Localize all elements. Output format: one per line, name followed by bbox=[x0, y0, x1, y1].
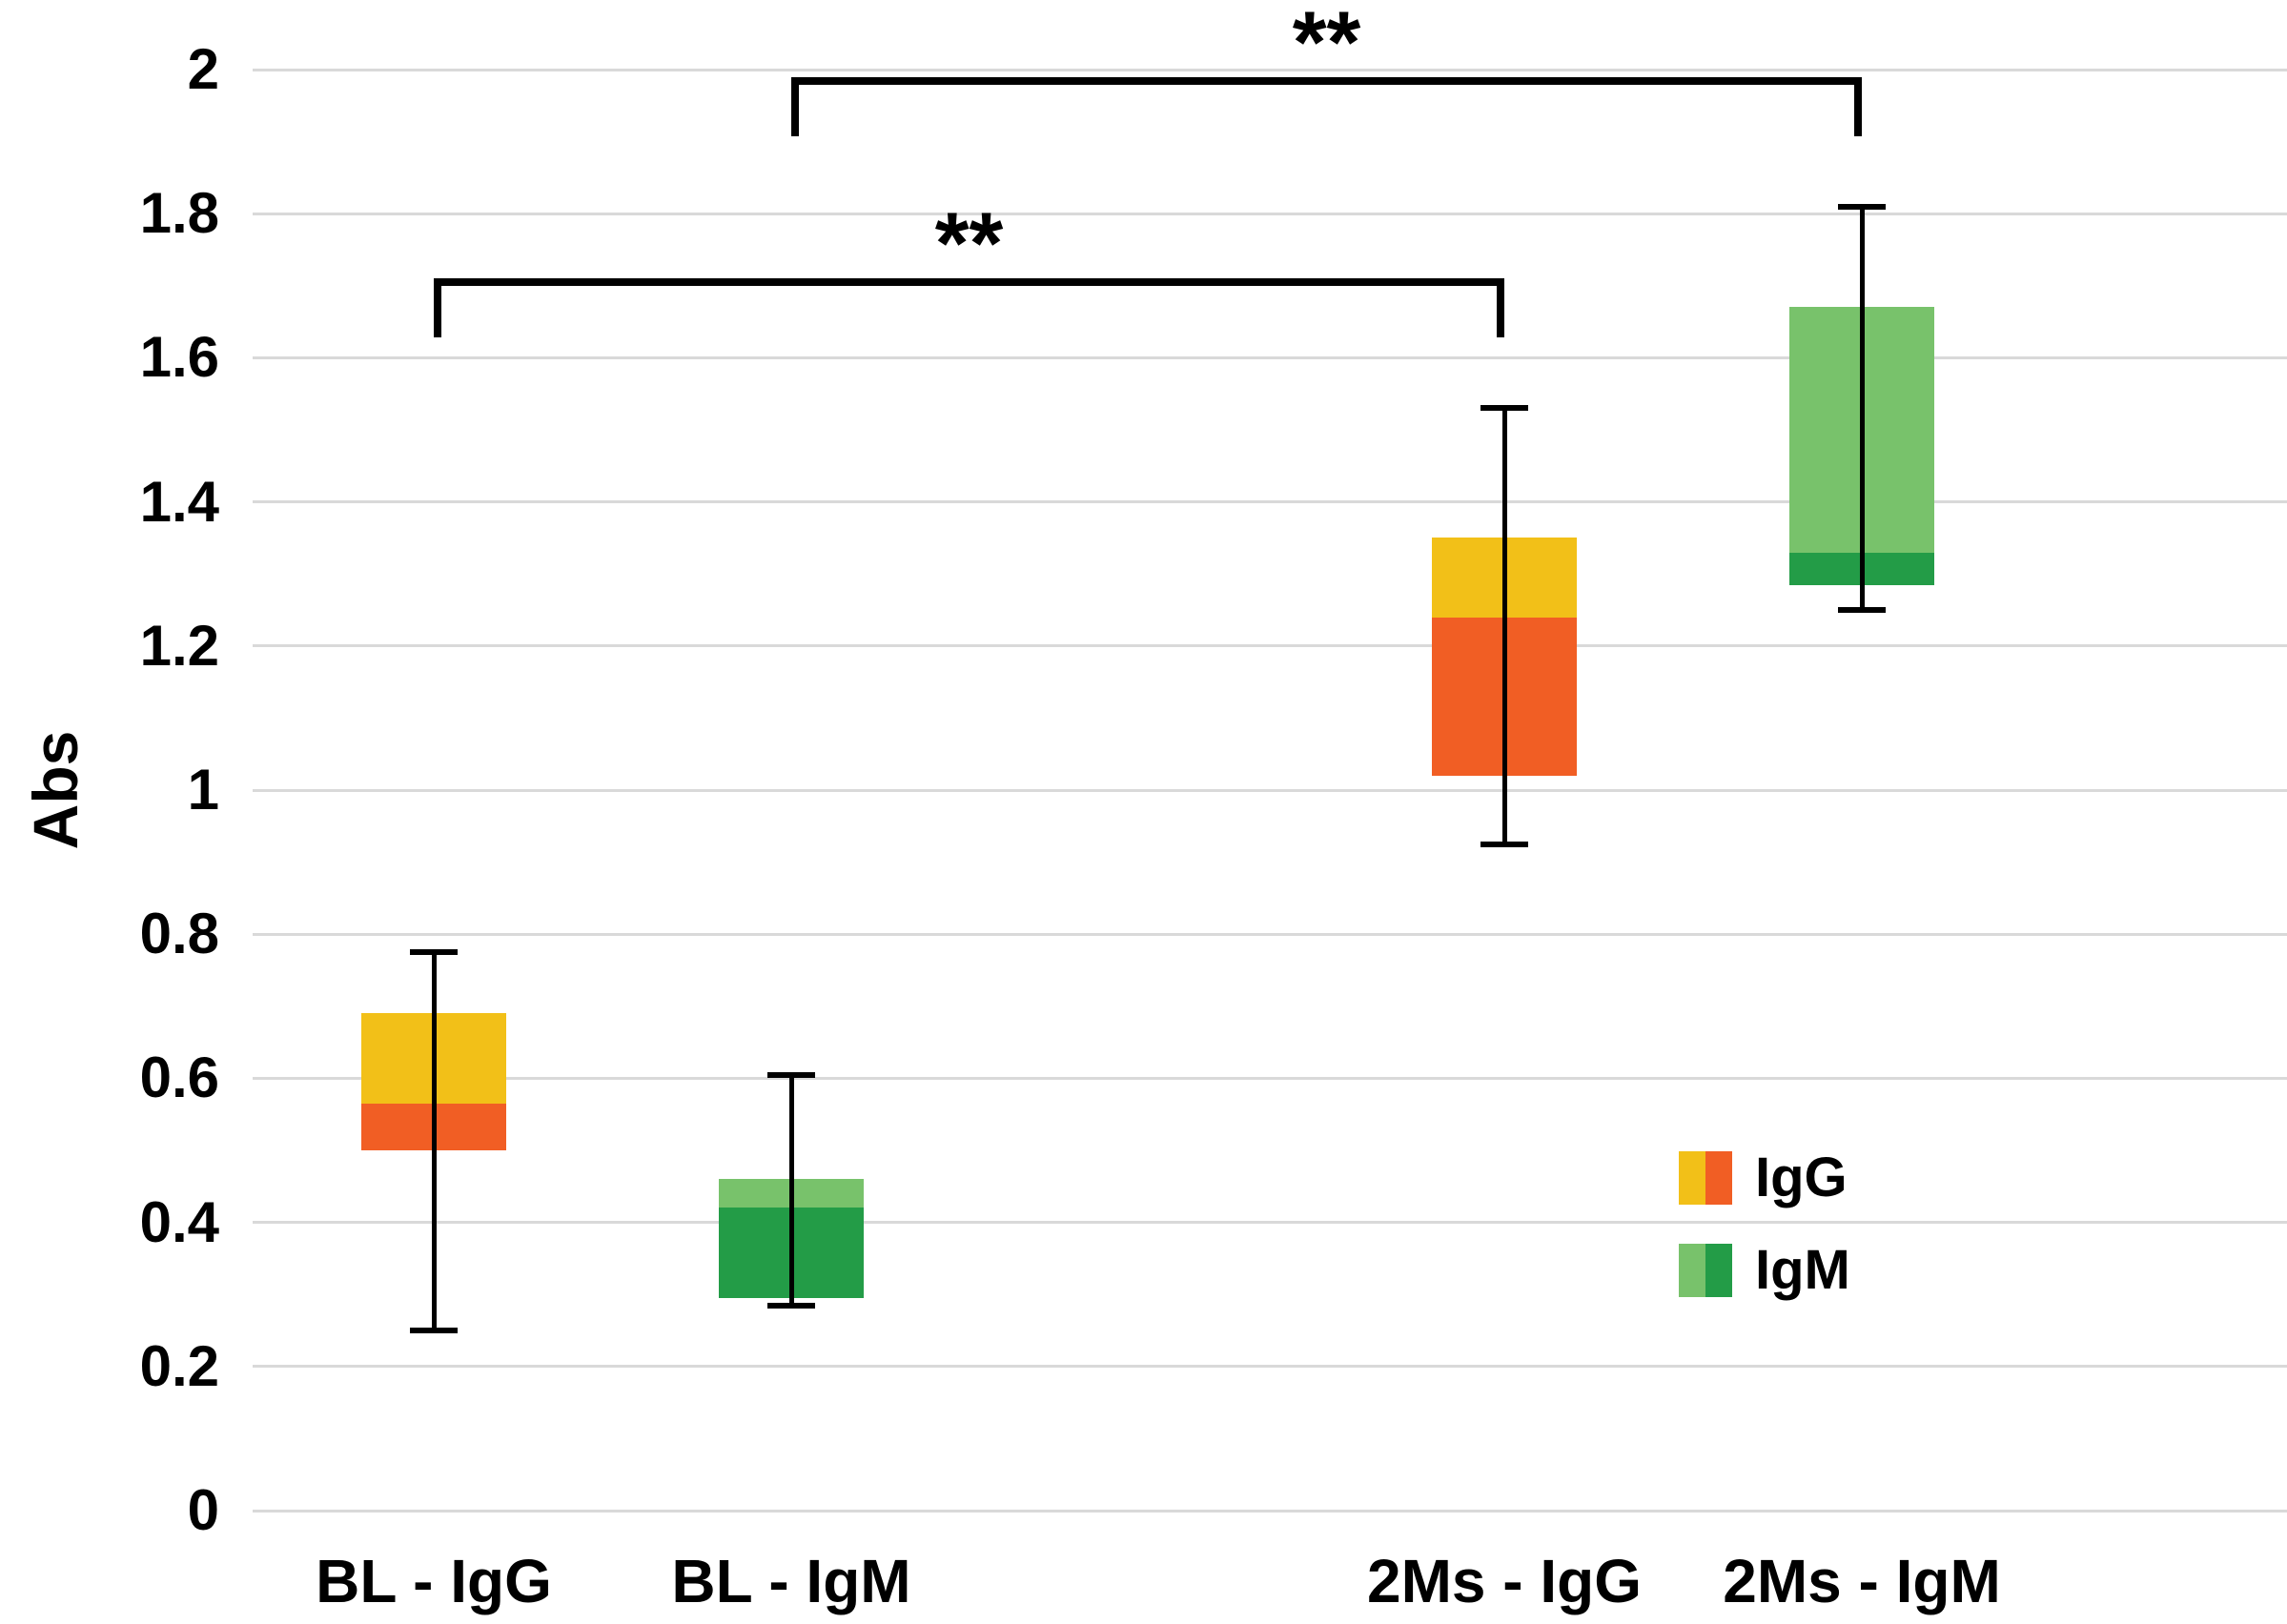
whisker-cap-bottom bbox=[1838, 607, 1886, 613]
gridline-0.6 bbox=[253, 1076, 2287, 1080]
whisker-line bbox=[788, 1074, 794, 1306]
whisker-cap-bottom bbox=[1480, 841, 1528, 847]
legend-item-igm: IgM bbox=[1679, 1239, 1850, 1301]
gridline-0.2 bbox=[253, 1365, 2287, 1369]
significance-bracket-tick-left bbox=[434, 278, 441, 338]
y-tick-label-2: 2 bbox=[187, 37, 219, 101]
legend-item-igg: IgG bbox=[1679, 1147, 1850, 1208]
significance-bracket-tick-right bbox=[1497, 278, 1504, 338]
gridline-1.8 bbox=[253, 212, 2287, 215]
igg-swatch-yellow-half bbox=[1679, 1151, 1705, 1205]
gridline-0.4 bbox=[253, 1221, 2287, 1225]
igm-color-swatch bbox=[1679, 1244, 1732, 1297]
y-tick-label-0.8: 0.8 bbox=[139, 902, 219, 966]
y-tick-label-0.2: 0.2 bbox=[139, 1333, 219, 1398]
y-tick-label-1.2: 1.2 bbox=[139, 613, 219, 678]
legend-label-igm: IgM bbox=[1755, 1239, 1850, 1301]
y-tick-label-0.4: 0.4 bbox=[139, 1189, 219, 1254]
gridline-2 bbox=[253, 68, 2287, 71]
gridline-0.8 bbox=[253, 932, 2287, 936]
legend: IgG IgM bbox=[1679, 1147, 1850, 1336]
significance-bracket-line bbox=[434, 278, 1504, 287]
x-category-label: BL - IgG bbox=[316, 1547, 552, 1615]
igm-swatch-dark-green-half bbox=[1705, 1244, 1732, 1297]
gridline-1 bbox=[253, 788, 2287, 792]
x-category-label: 2Ms - IgG bbox=[1366, 1547, 1643, 1615]
gridline-0 bbox=[253, 1509, 2287, 1512]
y-tick-label-0: 0 bbox=[187, 1478, 219, 1542]
whisker-cap-top bbox=[410, 949, 458, 956]
y-tick-label-1.8: 1.8 bbox=[139, 181, 219, 246]
significance-bracket-line bbox=[791, 76, 1862, 85]
whisker-line bbox=[1501, 408, 1507, 844]
whisker-line bbox=[431, 952, 437, 1330]
significance-label: ** bbox=[934, 195, 1004, 294]
y-tick-label-1.6: 1.6 bbox=[139, 325, 219, 390]
igm-swatch-light-green-half bbox=[1679, 1244, 1705, 1297]
x-category-label: BL - IgM bbox=[671, 1547, 911, 1615]
whisker-line bbox=[1859, 206, 1865, 610]
y-tick-label-1.4: 1.4 bbox=[139, 469, 219, 534]
igg-swatch-orange-half bbox=[1705, 1151, 1732, 1205]
y-tick-label-0.6: 0.6 bbox=[139, 1045, 219, 1110]
significance-bracket-tick-left bbox=[791, 76, 799, 136]
significance-label: ** bbox=[1292, 0, 1361, 91]
whisker-cap-bottom bbox=[767, 1302, 815, 1309]
whisker-cap-top bbox=[1480, 405, 1528, 412]
gridline-1.4 bbox=[253, 500, 2287, 504]
whisker-cap-top bbox=[767, 1071, 815, 1078]
igg-color-swatch bbox=[1679, 1151, 1732, 1205]
whisker-cap-top bbox=[1838, 203, 1886, 210]
x-category-label: 2Ms - IgM bbox=[1723, 1547, 2001, 1615]
gridline-1.2 bbox=[253, 644, 2287, 648]
whisker-cap-bottom bbox=[410, 1328, 458, 1333]
legend-label-igg: IgG bbox=[1755, 1147, 1848, 1208]
significance-bracket-tick-right bbox=[1854, 76, 1862, 136]
gridline-1.6 bbox=[253, 355, 2287, 359]
y-tick-label-1: 1 bbox=[187, 758, 219, 822]
